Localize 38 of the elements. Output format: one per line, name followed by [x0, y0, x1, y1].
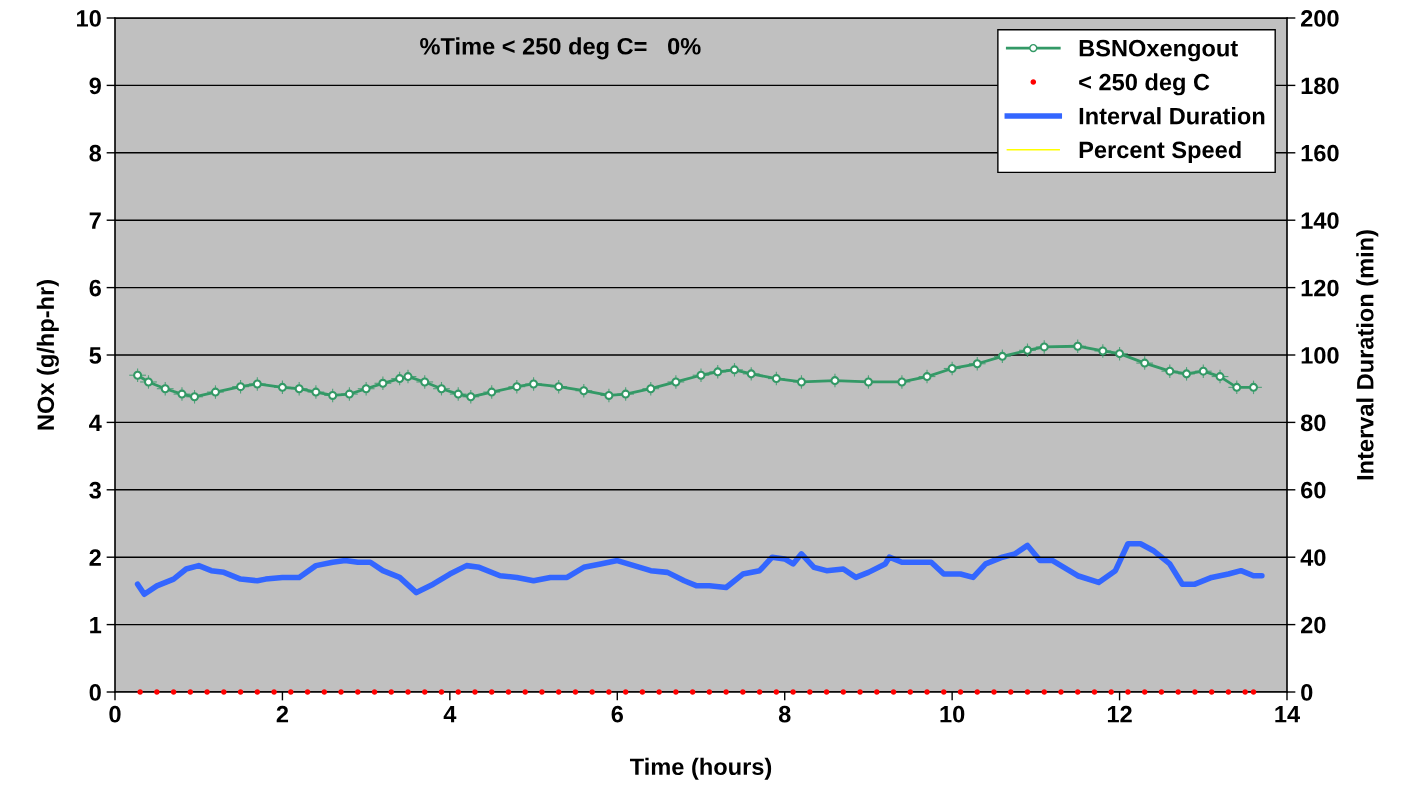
y2-tick-label: 20 — [1301, 616, 1326, 634]
y-tick-label: 7 — [89, 212, 101, 229]
y2-tick-label: 140 — [1301, 212, 1339, 229]
x-tick-label: 12 — [1107, 705, 1132, 723]
y2-tick-label: 200 — [1301, 10, 1339, 27]
x-tick-label: 10 — [940, 705, 965, 723]
y-tick-label: 2 — [89, 549, 101, 566]
y2-tick-label: 120 — [1301, 279, 1339, 297]
y-axis-title: NOx (g/hp-hr) — [36, 280, 59, 430]
legend-label: < 250 deg C — [1079, 73, 1210, 96]
x-tick-label: 14 — [1275, 706, 1301, 723]
x-tick-label: 6 — [611, 705, 623, 723]
y-tick-label: 0 — [89, 684, 101, 701]
y-tick-label: 8 — [89, 144, 102, 162]
y2-tick-label: 180 — [1301, 77, 1339, 95]
x-tick-label: 2 — [276, 705, 289, 723]
x-tick-label: 0 — [109, 705, 121, 723]
y2-tick-label: 0 — [1301, 684, 1313, 701]
legend-label: Percent Speed — [1079, 140, 1241, 163]
y2-tick-label: 80 — [1300, 414, 1326, 432]
y-tick-label: 9 — [89, 77, 101, 95]
x-axis-title: Time (hours) — [629, 757, 772, 780]
y2-tick-label: 160 — [1301, 144, 1339, 162]
y2-axis-title: Interval Duration (min) — [1356, 230, 1379, 480]
y-tick-label: 1 — [90, 616, 102, 634]
y2-tick-label: 60 — [1301, 481, 1326, 499]
x-tick-label: 4 — [443, 706, 457, 723]
y-tick-label: 6 — [89, 279, 101, 297]
y-tick-label: 5 — [89, 347, 102, 364]
legend-label: Interval Duration — [1079, 107, 1265, 125]
legend-label: BSNOxengout — [1079, 39, 1238, 62]
annotation: %Time < 250 deg C= 0% — [420, 37, 701, 60]
y-tick-label: 3 — [89, 481, 101, 499]
x-tick-label: 8 — [778, 705, 791, 723]
y-tick-label: 10 — [77, 10, 101, 27]
y-tick-label: 4 — [89, 414, 102, 431]
y2-tick-label: 100 — [1301, 347, 1339, 364]
y2-tick-label: 40 — [1300, 549, 1326, 566]
